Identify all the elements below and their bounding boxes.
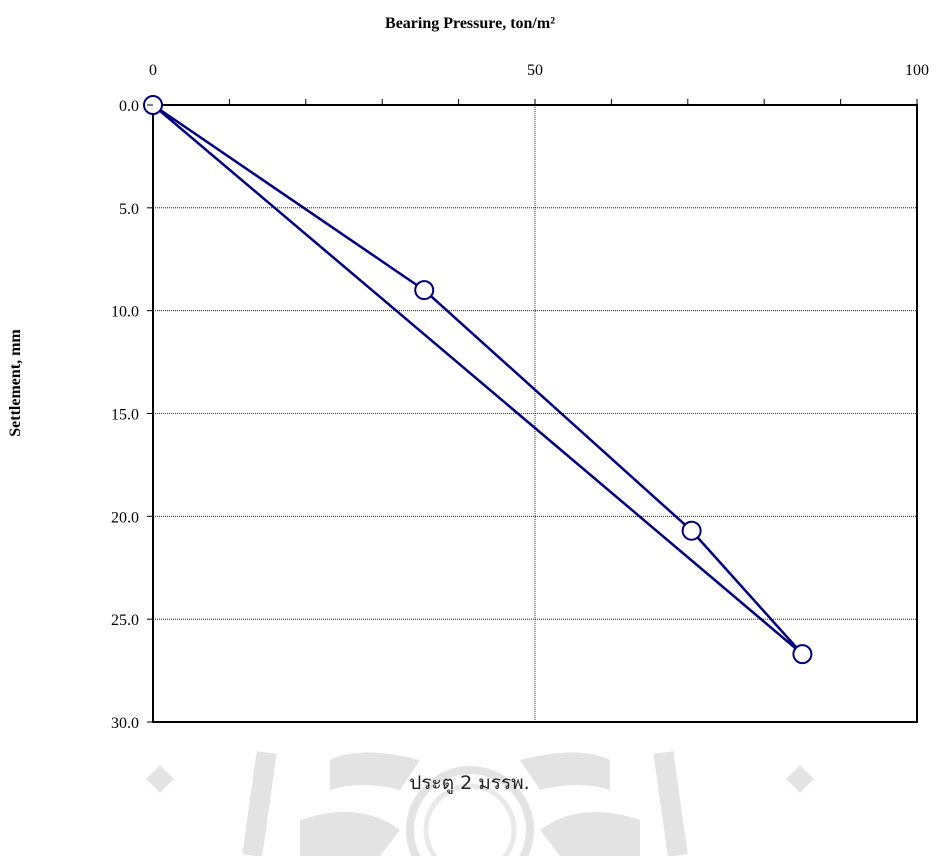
data-point bbox=[681, 520, 702, 541]
y-tick-label: 5.0 bbox=[119, 201, 139, 218]
y-tick-label: 10.0 bbox=[111, 304, 139, 321]
data-point bbox=[792, 644, 813, 665]
series-line bbox=[152, 103, 804, 656]
x-tick-label: 100 bbox=[905, 62, 929, 79]
y-tick-label: 0.0 bbox=[119, 98, 139, 115]
y-tick-label: 30.0 bbox=[111, 715, 139, 732]
y-tick-label: 20.0 bbox=[111, 509, 139, 526]
x-tick-labels: 0 50 100 bbox=[149, 62, 929, 79]
y-tick-label: 25.0 bbox=[111, 612, 139, 629]
data-point bbox=[414, 280, 435, 301]
y-tick-labels: 0.0 5.0 10.0 15.0 20.0 25.0 30.0 bbox=[111, 98, 153, 732]
y-axis-label: Settlement, mm bbox=[7, 329, 24, 437]
page-caption: ประตู 2 มรรพ. bbox=[409, 772, 530, 794]
x-tick-label: 50 bbox=[527, 62, 543, 79]
grid-lines bbox=[153, 105, 917, 722]
chart-title: Bearing Pressure, ton/m² bbox=[385, 15, 555, 32]
x-tick-label: 0 bbox=[149, 62, 157, 79]
y-tick-label: 15.0 bbox=[111, 407, 139, 424]
series-group bbox=[143, 95, 813, 665]
